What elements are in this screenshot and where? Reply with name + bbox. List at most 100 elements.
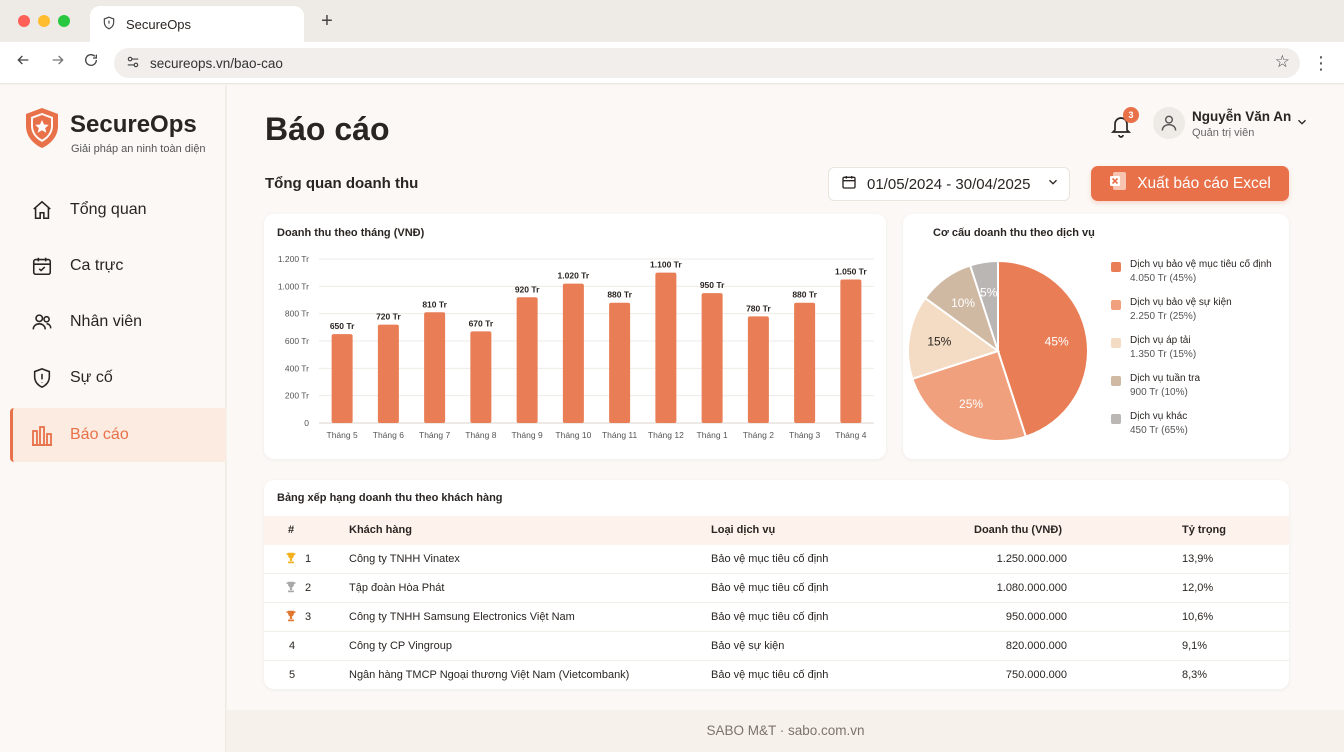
- x-tick-label: Tháng 11: [602, 430, 638, 440]
- site-info-icon[interactable]: [126, 55, 140, 72]
- y-tick-label: 600 Tr: [285, 336, 309, 346]
- table-row[interactable]: 3 Công ty TNHH Samsung Electronics Việt …: [264, 603, 1289, 632]
- bar[interactable]: [470, 331, 492, 423]
- users-icon: [30, 310, 54, 334]
- back-button[interactable]: [12, 52, 34, 74]
- pie-slice-label: 15%: [927, 335, 951, 349]
- user-name[interactable]: Nguyễn Văn An: [1192, 109, 1292, 124]
- rank-cell: 1: [305, 553, 312, 565]
- bar-value-label: 1.020 Tr: [558, 271, 590, 281]
- pie-slice-label: 5%: [980, 285, 998, 299]
- customer-cell: Tập đoàn Hòa Phát: [349, 582, 445, 594]
- legend-value: 1.350 Tr (15%): [1130, 349, 1197, 360]
- legend-item: Dịch vụ áp tải 1.350 Tr (15%): [1111, 334, 1272, 372]
- bar[interactable]: [609, 302, 631, 423]
- x-tick-label: Tháng 4: [835, 430, 866, 440]
- revenue-cell: 1.250.000.000: [996, 553, 1067, 565]
- sidebar-item-tong-quan[interactable]: Tổng quan: [10, 183, 226, 237]
- pie-chart: 45% 25% 15% 10% 5%: [907, 259, 1089, 442]
- table-row[interactable]: 1 Công ty TNHH Vinatex Bảo vệ mục tiêu c…: [264, 545, 1289, 574]
- maximize-window-button[interactable]: [58, 15, 70, 27]
- table-row[interactable]: 5 Ngân hàng TMCP Ngoại thương Việt Nam (…: [264, 661, 1289, 690]
- revenue-cell: 820.000.000: [1005, 640, 1067, 652]
- rank-cell: 4: [289, 640, 296, 652]
- export-excel-button[interactable]: Xuất báo cáo Excel: [1091, 166, 1289, 201]
- table-row[interactable]: 4 Công ty CP Vingroup Bảo vệ sự kiện 820…: [264, 632, 1289, 661]
- sidebar-item-label: Nhân viên: [70, 313, 143, 330]
- x-tick-label: Tháng 6: [373, 430, 404, 440]
- address-bar: secureops.vn/bao-cao ☆ ⋮: [0, 42, 1344, 84]
- sidebar-item-nhan-vien[interactable]: Nhân viên: [10, 295, 226, 349]
- bar-value-label: 670 Tr: [469, 318, 494, 328]
- bar[interactable]: [840, 279, 862, 424]
- sidebar-item-su-co[interactable]: Sự cố: [10, 351, 226, 405]
- column-header[interactable]: Loại dịch vụ: [711, 524, 776, 536]
- y-tick-label: 800 Tr: [285, 309, 309, 319]
- column-header[interactable]: Khách hàng: [349, 524, 412, 536]
- pie-slice[interactable]: [911, 349, 1028, 442]
- pie-slice[interactable]: [968, 259, 999, 352]
- legend-swatch: [1111, 300, 1121, 310]
- bar[interactable]: [794, 302, 816, 423]
- column-header[interactable]: Doanh thu (VNĐ): [974, 524, 1062, 536]
- legend-label: Dịch vụ tuần tra: [1130, 373, 1201, 384]
- pie-slice[interactable]: [997, 259, 1089, 438]
- browser-menu-icon[interactable]: ⋮: [1312, 53, 1330, 73]
- sidebar-item-bao-cao[interactable]: Báo cáo: [10, 408, 226, 462]
- close-window-button[interactable]: [18, 15, 30, 27]
- service-mix-card: Cơ cấu doanh thu theo dịch vụ 45% 25% 15% 1…: [903, 214, 1289, 459]
- bar[interactable]: [562, 283, 584, 423]
- secureops-logo-icon: [24, 107, 60, 154]
- user-role: Quản trị viên: [1192, 127, 1255, 139]
- bar[interactable]: [701, 293, 723, 423]
- export-label: Xuất báo cáo Excel: [1137, 174, 1271, 192]
- legend-swatch: [1111, 338, 1121, 348]
- bar[interactable]: [377, 324, 399, 423]
- pie-slice[interactable]: [907, 296, 1001, 381]
- chevron-down-icon[interactable]: [1295, 115, 1309, 129]
- new-tab-button[interactable]: +: [321, 10, 333, 32]
- x-tick-label: Tháng 3: [789, 430, 820, 440]
- bar[interactable]: [747, 316, 769, 423]
- bar-value-label: 650 Tr: [330, 321, 355, 331]
- y-tick-label: 0: [304, 418, 309, 428]
- bar[interactable]: [331, 334, 353, 423]
- bar[interactable]: [655, 272, 677, 423]
- revenue-cell: 1.080.000.000: [996, 582, 1067, 594]
- browser-tab[interactable]: SecureOps: [90, 6, 304, 42]
- date-range-picker[interactable]: 01/05/2024 - 30/04/2025: [828, 167, 1070, 201]
- url-text: secureops.vn/bao-cao: [150, 55, 283, 71]
- bar-value-label: 720 Tr: [376, 312, 401, 322]
- sidebar: SecureOps Giải pháp an ninh toàn diện Tổ…: [0, 85, 226, 752]
- minimize-window-button[interactable]: [38, 15, 50, 27]
- column-header[interactable]: Tỷ trọng: [1182, 524, 1226, 536]
- x-tick-label: Tháng 7: [419, 430, 450, 440]
- avatar[interactable]: [1153, 107, 1185, 139]
- chart-title: Doanh thu theo tháng (VNĐ): [277, 227, 425, 239]
- pie-legend: Dịch vụ bảo vệ mục tiêu cố định 4.050 Tr…: [1111, 258, 1272, 448]
- bar[interactable]: [516, 297, 538, 423]
- brand-tagline: Giải pháp an ninh toàn diện: [71, 143, 206, 155]
- sidebar-item-ca-truc[interactable]: Ca trực: [10, 239, 226, 293]
- forward-button[interactable]: [47, 52, 69, 74]
- table-row[interactable]: 2 Tập đoàn Hòa Phát Bảo vệ mục tiêu cố đ…: [264, 574, 1289, 603]
- column-header[interactable]: #: [288, 524, 295, 536]
- pie-slice-label: 10%: [951, 296, 975, 310]
- bar-value-label: 950 Tr: [700, 280, 725, 290]
- share-cell: 12,0%: [1182, 582, 1214, 594]
- bookmark-star-icon[interactable]: ☆: [1274, 52, 1290, 71]
- bar[interactable]: [424, 312, 446, 423]
- bar-value-label: 1.050 Tr: [835, 267, 867, 277]
- bar-value-label: 1.100 Tr: [650, 260, 682, 270]
- legend-item: Dịch vụ bảo vệ sự kiện 2.250 Tr (25%): [1111, 296, 1272, 334]
- pie-slice-label: 45%: [1045, 335, 1069, 349]
- rank-cell: 3: [305, 611, 312, 623]
- sidebar-item-label: Tổng quan: [70, 201, 147, 218]
- revenue-cell: 750.000.000: [1005, 669, 1067, 681]
- url-field[interactable]: secureops.vn/bao-cao ☆: [114, 48, 1300, 78]
- table-title: Bảng xếp hạng doanh thu theo khách hàng: [277, 492, 503, 504]
- table-header: # Khách hàng Loại dịch vụ Doanh thu (VNĐ…: [264, 516, 1289, 545]
- report-icon: [30, 423, 54, 447]
- share-cell: 8,3%: [1182, 669, 1208, 681]
- reload-button[interactable]: [80, 52, 102, 74]
